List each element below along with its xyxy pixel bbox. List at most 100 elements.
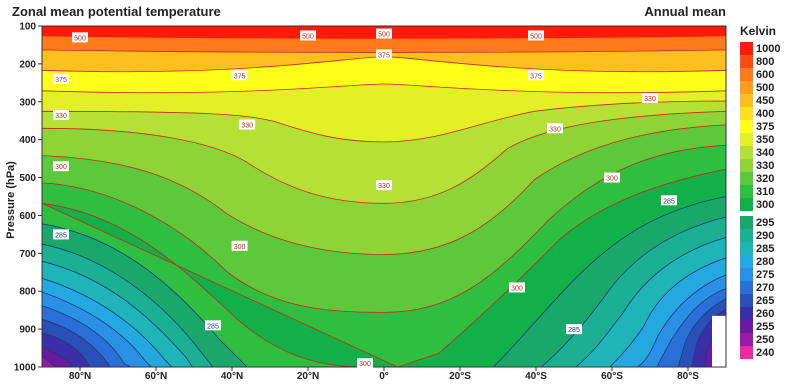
colorbar-label: 240 bbox=[756, 347, 774, 359]
x-tick-label: 0° bbox=[379, 371, 389, 381]
x-tick-label: 20°N bbox=[297, 371, 319, 381]
colorbar-swatch bbox=[740, 281, 753, 294]
contour-label: 330 bbox=[55, 113, 67, 120]
colorbar-label: 280 bbox=[756, 256, 774, 268]
colorbar-swatch bbox=[740, 294, 753, 307]
y-tick-label: 700 bbox=[19, 249, 36, 260]
colorbar-label: 285 bbox=[756, 243, 774, 255]
contour-line-350 bbox=[42, 83, 726, 367]
chart-subtitle: Annual mean bbox=[644, 4, 726, 19]
contour-line-280 bbox=[42, 257, 726, 367]
contour-label: 500 bbox=[530, 33, 542, 40]
contour-label-box bbox=[239, 119, 256, 130]
contour-label-box bbox=[566, 324, 582, 335]
contour-label: 330 bbox=[241, 123, 253, 130]
contour-line-295 bbox=[42, 196, 726, 367]
x-tick-label: 60°S bbox=[601, 371, 623, 381]
legend-title: Kelvin bbox=[740, 24, 776, 38]
contour-label: 500 bbox=[378, 32, 390, 39]
colorbar-swatch bbox=[740, 255, 753, 268]
y-tick-label: 100 bbox=[19, 22, 36, 33]
colorbar-label: 290 bbox=[756, 230, 774, 242]
contour-label: 285 bbox=[207, 323, 219, 330]
colorbar-swatch bbox=[740, 198, 753, 211]
x-tick-label: 80°S bbox=[677, 371, 699, 381]
colorbar-swatch bbox=[740, 333, 753, 346]
contour-label-box bbox=[205, 320, 221, 331]
colorbar-swatch bbox=[740, 94, 753, 107]
contour-label-box bbox=[376, 49, 392, 60]
y-tick-label: 800 bbox=[19, 287, 36, 298]
y-tick-label: 600 bbox=[19, 211, 36, 222]
contour-label-box bbox=[53, 110, 69, 121]
contour-label-box bbox=[53, 229, 69, 240]
contour-label-box bbox=[528, 70, 544, 81]
contour-label: 330 bbox=[549, 126, 561, 133]
contour-label: 330 bbox=[378, 183, 390, 190]
contour-line-310 bbox=[42, 144, 726, 367]
contour-line-300 bbox=[42, 168, 726, 367]
contour-label-box bbox=[231, 70, 248, 81]
colorbar-label: 330 bbox=[756, 160, 774, 172]
colorbar-swatch bbox=[740, 81, 753, 94]
contour-label-box bbox=[642, 92, 658, 103]
colorbar-label: 265 bbox=[756, 295, 774, 307]
colorbar-label: 600 bbox=[756, 69, 774, 81]
colorbar-swatch bbox=[740, 146, 753, 159]
contour-line-450 bbox=[42, 49, 726, 367]
contour-label: 375 bbox=[234, 73, 246, 80]
colorbar-label: 320 bbox=[756, 173, 774, 185]
colorbar-swatch bbox=[740, 55, 753, 68]
contour-label-box bbox=[547, 123, 563, 134]
contour-label-box bbox=[604, 172, 620, 183]
colorbar-label: 270 bbox=[756, 282, 774, 294]
colorbar-label: 275 bbox=[756, 269, 774, 281]
colorbar-swatch bbox=[740, 242, 753, 255]
x-tick-label: 40°S bbox=[525, 371, 547, 381]
y-tick-label: 300 bbox=[19, 97, 36, 108]
y-tick-label: 900 bbox=[19, 325, 36, 336]
contour-label: 300 bbox=[55, 164, 67, 171]
contour-label-box bbox=[528, 30, 544, 41]
colorbar-label: 310 bbox=[756, 186, 774, 198]
contour-band-270 bbox=[42, 288, 726, 367]
colorbar-swatch bbox=[740, 346, 753, 359]
axes: 100 200 300 400 500 600 700 800 900 1000 80°N 60°N 4… bbox=[14, 22, 699, 383]
colorbar-label: 350 bbox=[756, 134, 774, 146]
colorbar-swatch bbox=[740, 68, 753, 81]
contour-label: 285 bbox=[568, 327, 580, 334]
y-tick-label: 200 bbox=[19, 59, 36, 70]
colorbar-label: 295 bbox=[756, 217, 774, 229]
y-axis-label: Pressure (hPa) bbox=[5, 161, 17, 239]
contour-label: 285 bbox=[55, 232, 67, 239]
contour-label: 500 bbox=[74, 35, 86, 42]
contour-label-box bbox=[231, 240, 248, 251]
contour-band-295 bbox=[42, 196, 726, 367]
contour-label: 285 bbox=[663, 198, 675, 205]
colorbar-label: 1000 bbox=[756, 43, 780, 55]
colorbar-swatch bbox=[740, 307, 753, 320]
x-tick-label: 20°S bbox=[449, 371, 471, 381]
contour-line-320 bbox=[42, 124, 726, 367]
y-tick-label: 500 bbox=[19, 173, 36, 184]
colorbar-label: 450 bbox=[756, 95, 774, 107]
y-tick-label: 400 bbox=[19, 135, 36, 146]
contour-label-box bbox=[357, 358, 373, 369]
colorbar-swatch bbox=[740, 133, 753, 146]
missing-data-area bbox=[712, 315, 726, 367]
colorbar-label: 500 bbox=[756, 82, 774, 94]
contour-line-330 bbox=[42, 110, 726, 367]
x-tick-label: 60°N bbox=[145, 371, 167, 381]
colorbar-swatch bbox=[740, 172, 753, 185]
colorbar-swatch bbox=[740, 120, 753, 133]
colorbar-swatch bbox=[740, 229, 753, 242]
colorbar-label: 255 bbox=[756, 321, 774, 333]
colorbar-swatch bbox=[740, 216, 753, 229]
colorbar: 1000800600500450400375350340330320310300… bbox=[740, 42, 780, 359]
contour-label: 300 bbox=[511, 285, 523, 292]
colorbar-swatch bbox=[740, 107, 753, 120]
contour-line-270 bbox=[42, 288, 726, 367]
colorbar-swatch bbox=[740, 268, 753, 281]
